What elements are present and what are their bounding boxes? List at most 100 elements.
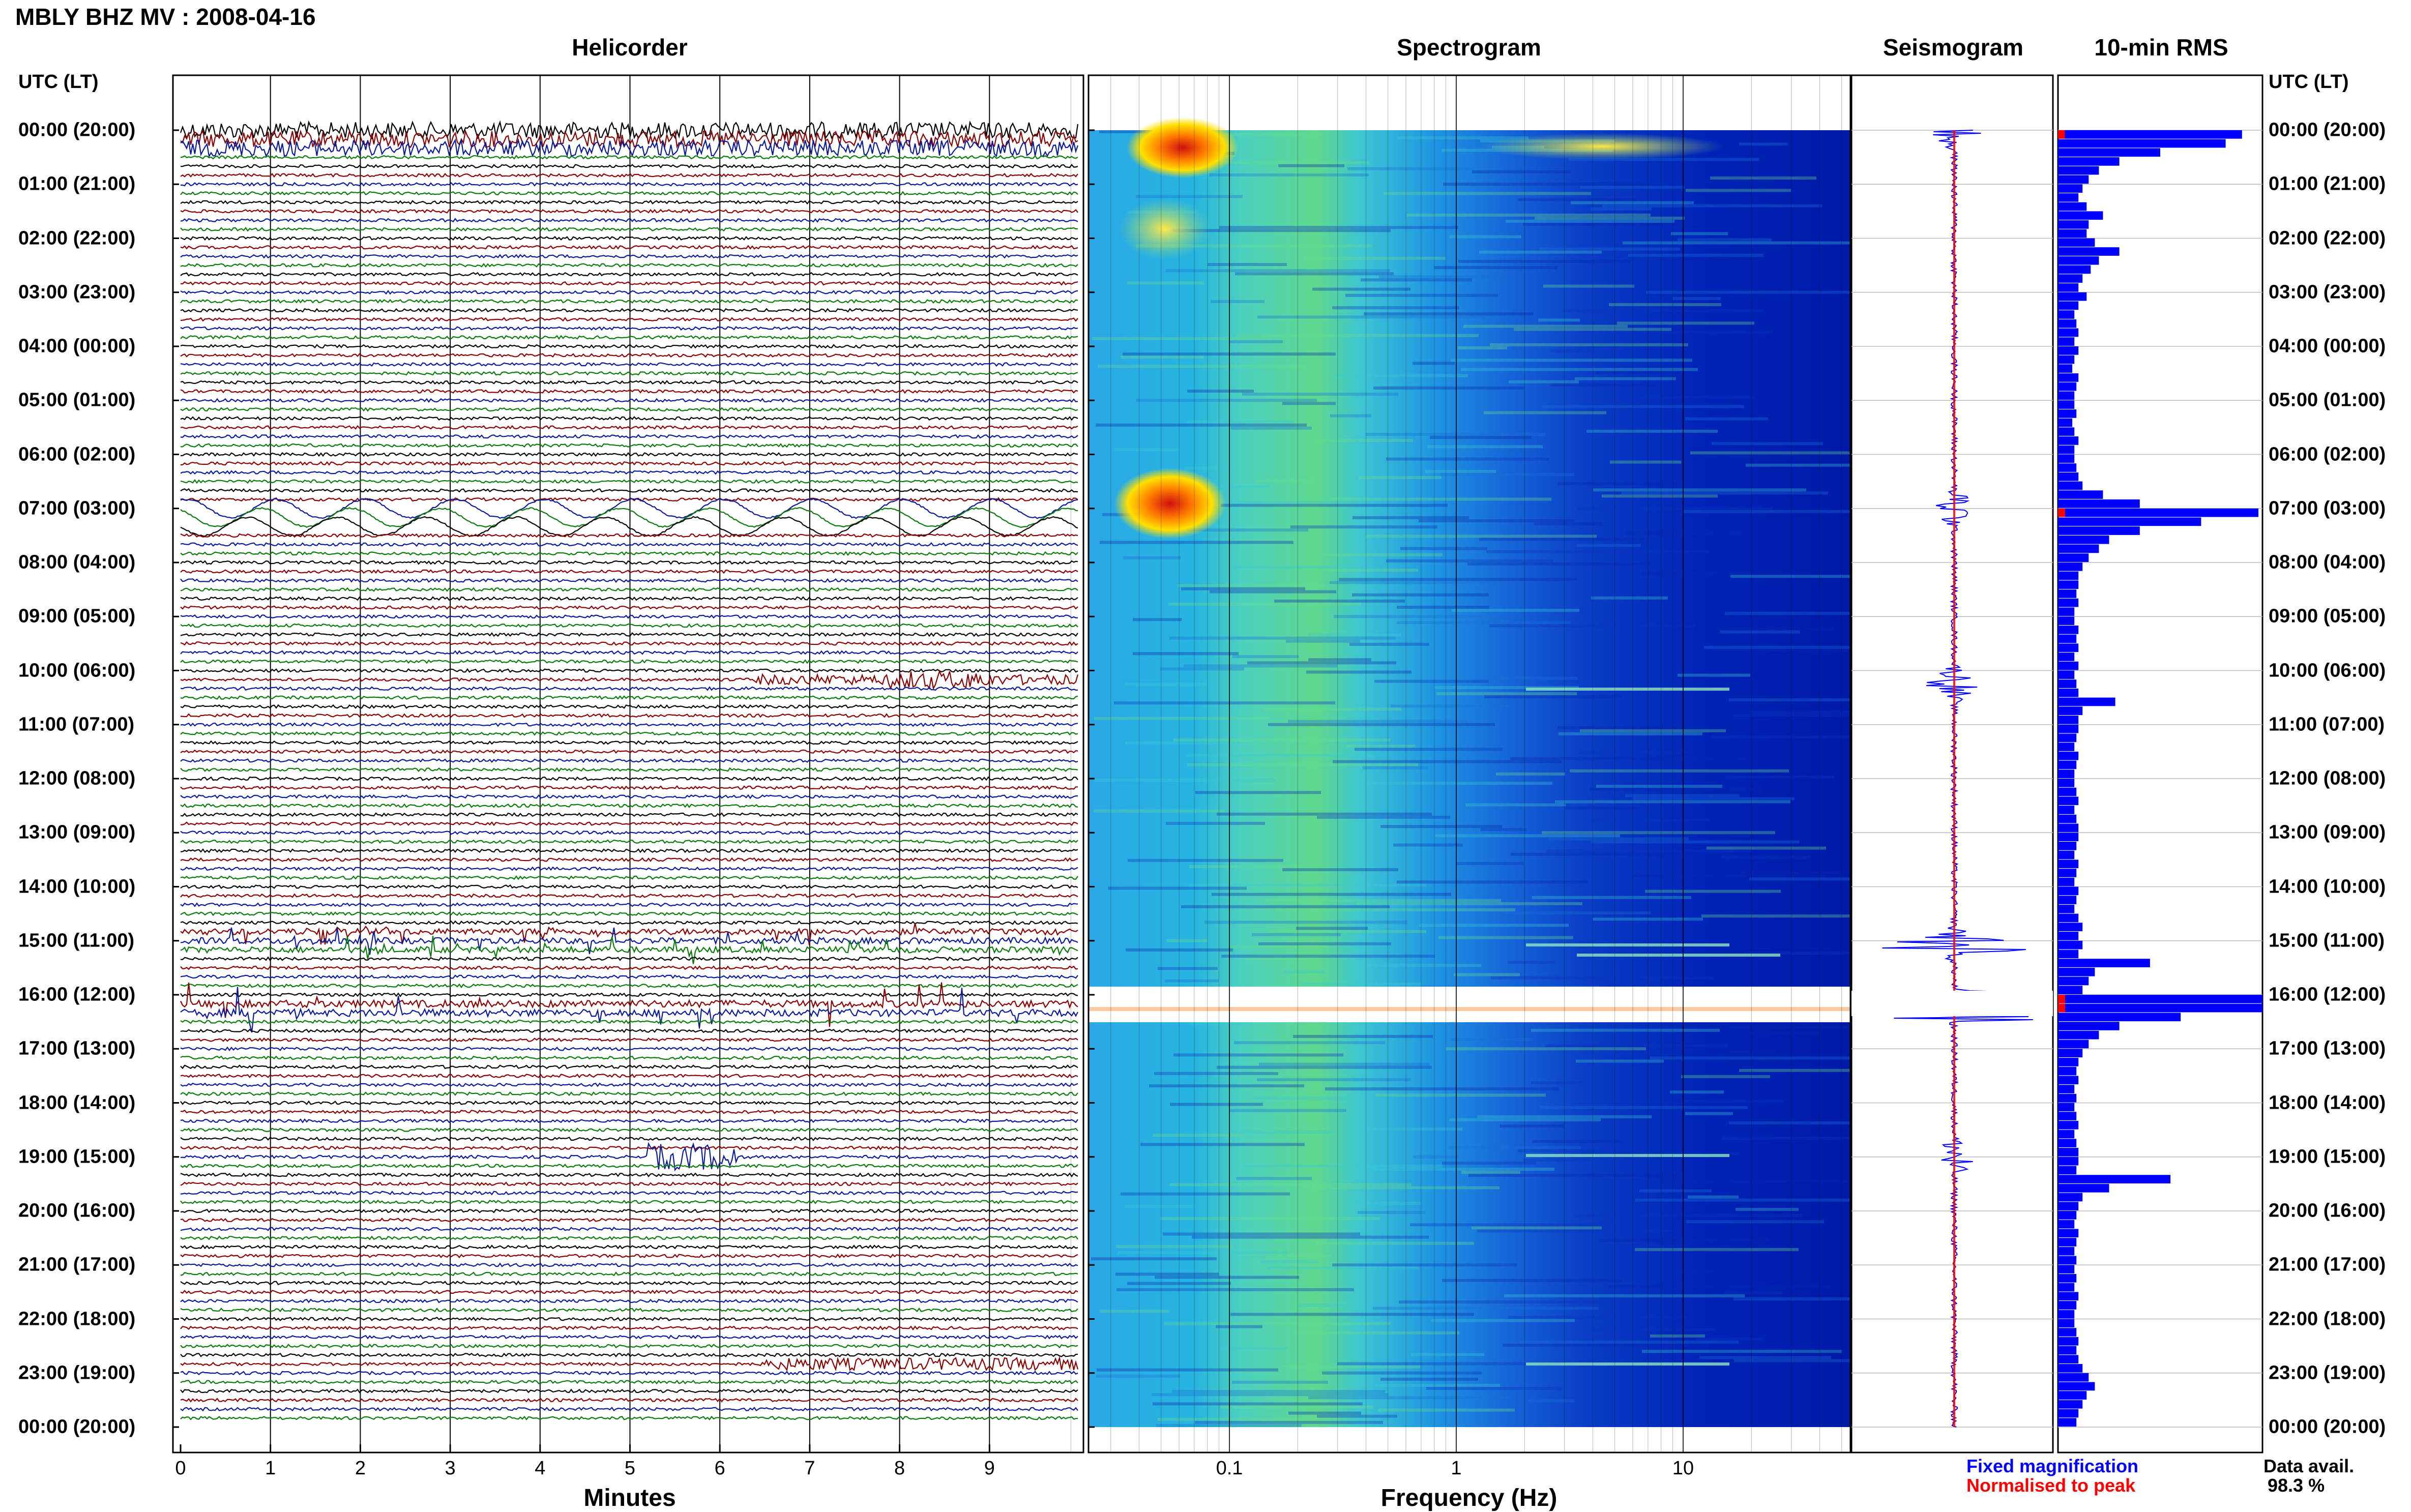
spectrogram-streak <box>1558 726 1681 729</box>
spectrogram-streak <box>1229 340 1283 343</box>
helicorder-trace <box>180 344 1078 349</box>
spectrogram-streak <box>1114 701 1335 705</box>
spectrogram-line <box>1526 943 1729 946</box>
spectrogram-streak <box>1163 1232 1360 1236</box>
spectrogram-streak <box>1184 664 1337 668</box>
helicorder-trace <box>180 398 1078 403</box>
spectrogram-streak <box>1178 584 1326 587</box>
minute-tick-label: 0 <box>175 1458 186 1479</box>
spectrogram-streak <box>1125 742 1230 745</box>
minute-tick-label: 3 <box>445 1458 456 1479</box>
spectrogram-streak <box>1566 806 1641 810</box>
helicorder-trace <box>180 1091 1078 1096</box>
spectrogram-streak <box>1691 454 1770 458</box>
helicorder-trace <box>180 983 1078 989</box>
rms-bar <box>2058 1076 2079 1085</box>
rms-bar <box>2058 976 2089 986</box>
spectrogram-streak <box>1739 1069 1863 1072</box>
spectrogram-streak <box>1722 1137 1946 1140</box>
spectrogram-streak <box>1413 362 1455 365</box>
helicorder-trace <box>180 767 1078 773</box>
spectrogram-streak <box>1502 911 1651 915</box>
minute-tick-label: 4 <box>535 1458 546 1479</box>
spectrogram-streak <box>1221 1405 1373 1409</box>
spectrogram-streak <box>1262 707 1401 711</box>
rms-bar <box>2058 877 2075 886</box>
spectrogram-streak <box>1118 1251 1287 1254</box>
time-label-left: 18:00 (14:00) <box>18 1092 136 1113</box>
spectrogram-streak <box>1355 748 1503 751</box>
spectrogram-streak <box>1707 846 1826 850</box>
rms-bar <box>2058 950 2079 959</box>
rms-bar <box>2058 1274 2077 1283</box>
helicorder-trace <box>180 920 1078 925</box>
rms-bar <box>2058 886 2079 896</box>
rms-bar <box>2058 1409 2079 1418</box>
rms-bar <box>2058 986 2083 994</box>
spectrogram-streak <box>1384 192 1591 195</box>
spectrogram-streak <box>1463 324 1628 328</box>
helicorder-trace <box>180 902 1078 907</box>
minutes-axis-label: Minutes <box>583 1485 676 1511</box>
rms-bar <box>2058 1085 2075 1093</box>
helicorder-trace <box>180 1019 1078 1024</box>
spectrogram-streak <box>1195 791 1321 794</box>
spectrogram-streak <box>1591 818 1710 822</box>
spectrogram-streak <box>1128 858 1283 862</box>
spectrogram-streak <box>1123 556 1181 559</box>
spectrogram-streak <box>1602 204 1822 207</box>
helicorder-trace <box>180 776 1078 781</box>
rms-bar <box>2058 364 2073 373</box>
time-label-left: 01:00 (21:00) <box>18 173 136 195</box>
spectrogram-streak <box>1234 1041 1385 1045</box>
spectrogram-streak <box>1268 723 1495 726</box>
spectrogram-streak <box>1356 902 1582 905</box>
helicorder-trace <box>180 1316 1078 1322</box>
rms-bar-peak <box>2058 508 2065 517</box>
spectrogram-streak <box>1136 244 1372 248</box>
spectrogram-streak <box>1641 572 1811 575</box>
spectrogram-streak <box>1725 775 1834 779</box>
rms-bar <box>2058 1418 2077 1427</box>
time-label-left: 20:00 (16:00) <box>18 1200 136 1222</box>
spectrogram-streak <box>1646 290 1877 294</box>
spectrogram-streak <box>1591 840 1800 844</box>
spectrogram-streak <box>1603 408 1646 411</box>
rms-bar <box>2058 130 2242 139</box>
spectrogram-streak <box>1290 525 1437 529</box>
rms-bar <box>2058 346 2079 355</box>
spectrogram-streak <box>1511 852 1683 856</box>
spectrogram-streak <box>1514 328 1671 331</box>
time-label-right: 20:00 (16:00) <box>2269 1200 2386 1222</box>
spectrogram-streak <box>1324 569 1418 572</box>
helicorder-trace <box>180 479 1078 484</box>
rms-bar <box>2058 1292 2079 1301</box>
spectrogram-streak <box>1733 714 1898 717</box>
rms-bar <box>2058 688 2079 697</box>
time-label-left: 19:00 (15:00) <box>18 1146 136 1168</box>
legend-normalised-to-peak: Normalised to peak <box>1966 1475 2136 1496</box>
spectrogram-streak <box>1477 1229 1673 1233</box>
helicorder-trace <box>180 1226 1078 1232</box>
rms-bar <box>2058 616 2075 625</box>
helicorder-trace <box>180 289 1078 295</box>
spectrogram-streak <box>1164 1322 1391 1325</box>
spectrogram-streak <box>1724 1291 1782 1294</box>
spectrogram-streak <box>1229 1109 1346 1112</box>
rms-bar <box>2058 211 2103 220</box>
helicorder-trace <box>180 695 1078 700</box>
spectrogram-streak <box>1136 399 1317 402</box>
rms-bar <box>2058 1301 2077 1310</box>
rms-bar <box>2058 490 2103 499</box>
spectrogram-streak <box>1127 281 1204 285</box>
helicorder-trace <box>180 1262 1078 1267</box>
spectrogram-streak <box>1308 1396 1511 1400</box>
time-label-left: 07:00 (03:00) <box>18 497 136 519</box>
helicorder-trace <box>180 1280 1078 1286</box>
spectrogram-streak <box>1571 201 1694 204</box>
spectrogram-streak <box>1165 979 1219 983</box>
spectrogram-streak <box>1230 1313 1474 1316</box>
spectrogram-streak <box>1542 831 1775 835</box>
spectrogram-streak <box>1242 393 1398 396</box>
seismogram-panel <box>1850 74 2054 1454</box>
